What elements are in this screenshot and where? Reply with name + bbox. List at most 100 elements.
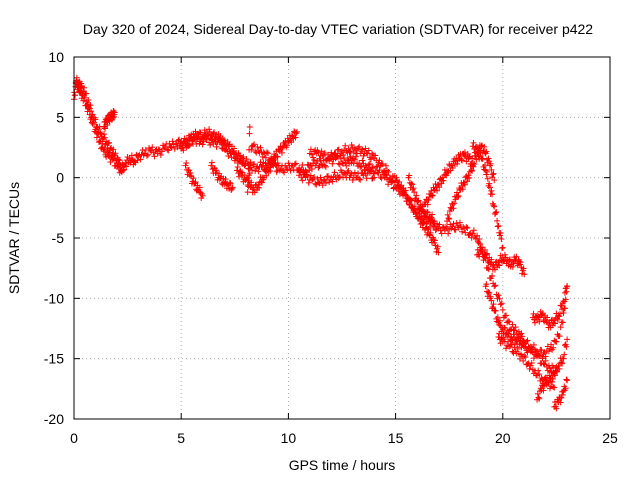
data-point (265, 169, 272, 176)
data-point (91, 119, 98, 126)
data-point (293, 130, 300, 137)
data-point (154, 150, 161, 157)
data-point (496, 321, 503, 328)
data-point (362, 145, 369, 152)
data-point (465, 172, 472, 179)
data-point (322, 180, 329, 187)
data-point (474, 232, 481, 239)
data-point (536, 388, 543, 395)
y-tick-label: 0 (56, 170, 64, 186)
data-point (299, 161, 306, 168)
data-point (527, 362, 534, 369)
data-point (401, 191, 408, 198)
data-point (315, 179, 322, 186)
data-point (335, 175, 342, 182)
data-point (470, 139, 477, 146)
data-point (349, 177, 356, 184)
data-point (429, 192, 436, 199)
data-point (450, 220, 457, 227)
data-point (561, 305, 568, 312)
data-point (477, 149, 484, 156)
data-point (250, 142, 257, 149)
data-point (223, 146, 230, 153)
data-point (134, 157, 141, 164)
data-point (366, 160, 373, 167)
data-point (273, 163, 280, 170)
data-point (89, 111, 96, 118)
data-point (78, 80, 85, 87)
data-point (331, 169, 338, 176)
data-point (265, 150, 272, 157)
data-point (184, 142, 191, 149)
data-point (408, 180, 415, 187)
data-point (509, 263, 516, 270)
data-point (228, 187, 235, 194)
data-point (550, 383, 557, 390)
data-point (486, 184, 493, 191)
data-point (345, 167, 352, 174)
data-point (469, 143, 476, 150)
data-point (315, 149, 322, 156)
data-point (434, 187, 441, 194)
data-point (553, 405, 560, 412)
data-point (207, 142, 214, 149)
data-point (438, 230, 445, 237)
data-point (540, 387, 547, 394)
data-point (493, 209, 500, 216)
data-point (120, 167, 127, 174)
data-point (489, 191, 496, 198)
data-point (516, 258, 523, 265)
data-point (109, 114, 116, 121)
data-point (449, 165, 456, 172)
data-point (515, 334, 522, 341)
data-point (521, 352, 528, 359)
data-point (473, 156, 480, 163)
data-point (292, 134, 299, 141)
data-point (321, 162, 328, 169)
data-point (396, 178, 403, 185)
y-tick-label: -20 (44, 411, 64, 427)
data-point (376, 157, 383, 164)
data-point (254, 144, 261, 151)
data-point (557, 399, 564, 406)
data-point (144, 151, 151, 158)
data-point (538, 347, 545, 354)
data-point (417, 221, 424, 228)
data-point (92, 116, 99, 123)
data-point (341, 155, 348, 162)
data-point (518, 330, 525, 337)
data-point (206, 126, 213, 133)
data-point (164, 146, 171, 153)
y-tick-label: -15 (44, 351, 64, 367)
data-point (97, 130, 104, 137)
data-point (241, 161, 248, 168)
data-point (288, 132, 295, 139)
data-point (259, 153, 266, 160)
data-point (257, 144, 264, 151)
data-point (528, 345, 535, 352)
data-point (258, 179, 265, 186)
data-point (454, 194, 461, 201)
data-point (559, 319, 566, 326)
data-point (288, 139, 295, 146)
data-point (494, 314, 501, 321)
data-point (509, 321, 516, 328)
data-point (348, 170, 355, 177)
data-point (183, 160, 190, 167)
data-point (379, 161, 386, 168)
data-point (227, 180, 234, 187)
data-point (456, 219, 463, 226)
data-point (393, 174, 400, 181)
data-point (356, 143, 363, 150)
data-point (505, 338, 512, 345)
data-point (297, 168, 304, 175)
data-point (535, 367, 542, 374)
data-point (119, 162, 126, 169)
data-point (421, 219, 428, 226)
data-point (563, 376, 570, 383)
data-point (479, 155, 486, 162)
data-point (498, 236, 505, 243)
data-point (367, 156, 374, 163)
data-point (505, 330, 512, 337)
data-point (111, 109, 118, 116)
